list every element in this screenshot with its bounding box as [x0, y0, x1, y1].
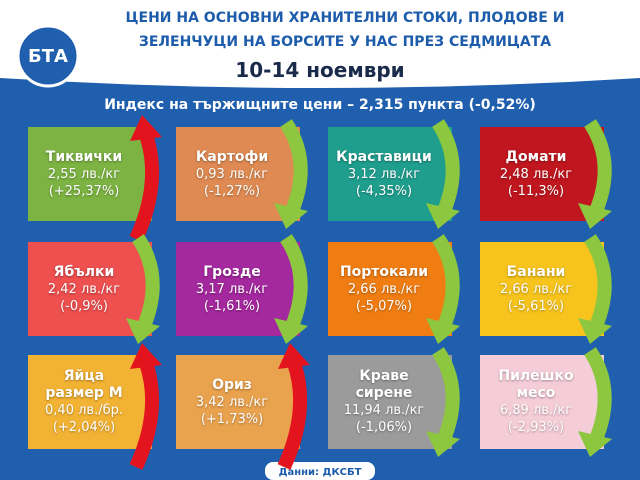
card-change: (+2,04%): [52, 420, 116, 435]
card-name: Грозде: [203, 263, 261, 280]
title: ЦЕНИ НА ОСНОВНИ ХРАНИТЕЛНИ СТОКИ, ПЛОДОВ…: [126, 10, 565, 26]
card-name: Краве сирене: [355, 368, 413, 401]
card-change: (-5,61%): [507, 298, 565, 314]
trend-arrow-head: [130, 115, 162, 141]
card-change: (-5,07%): [355, 298, 413, 314]
trend-arrow: [132, 234, 160, 329]
card-name: Тиквички: [45, 148, 123, 165]
trend-arrow: [129, 360, 160, 470]
card-price: 2,42 лв./кг: [47, 281, 121, 297]
title: ЗЕЛЕНЧУЦИ НА БОРСИТЕ У НАС ПРЕЗ СЕДМИЦАТ…: [139, 34, 551, 50]
trend-arrow: [584, 119, 612, 214]
card-change: (-0,9%): [60, 298, 108, 314]
card-price: 0,40 лв./бр.: [45, 403, 123, 418]
date-pill: [225, 54, 415, 86]
card-change: (-11,3%): [507, 183, 565, 199]
date: 10-14 ноември: [235, 58, 404, 82]
card-change: (+25,37%): [48, 183, 120, 199]
trend-arrow-head: [426, 318, 460, 344]
card-name: Портокали: [339, 263, 429, 280]
trend-arrow: [280, 234, 308, 329]
card-name: Ориз: [212, 376, 252, 393]
card-price: 0,93 лв./кг: [195, 166, 269, 182]
header-band: [0, 0, 640, 88]
source: Данни: ДКСБТ: [279, 467, 362, 478]
logo: [16, 24, 80, 88]
card-price: 2,66 лв./кг: [347, 281, 421, 297]
card-name: Ябълки: [53, 263, 115, 280]
trend-arrow: [129, 132, 160, 242]
trend-arrow-head: [426, 431, 460, 457]
trend-arrow-head: [578, 203, 612, 229]
trend-arrow-head: [578, 318, 612, 344]
card-price: 2,55 лв./кг: [47, 166, 121, 182]
price-card: Яйца размер М 0,40 лв./бр. (+2,04%): [28, 355, 152, 449]
card-name: Краставици: [336, 148, 432, 165]
trend-arrow: [280, 119, 308, 214]
source-pill: [265, 462, 375, 480]
price-card: Ориз 3,42 лв./кг (+1,73%): [176, 355, 300, 449]
trend-arrow: [432, 234, 460, 329]
card-change: (-1,27%): [203, 183, 261, 199]
card-name: Банани: [506, 263, 566, 280]
price-card: Грозде 3,17 лв./кг (-1,61%): [176, 242, 300, 336]
trend-arrow-head: [274, 203, 308, 229]
card-change: (-1,06%): [355, 420, 413, 435]
trend-arrow-head: [274, 318, 308, 344]
trend-arrow-head: [126, 318, 160, 344]
trend-arrow: [432, 347, 460, 442]
card-name: Яйца размер М: [45, 368, 123, 401]
logo-text: БТА: [28, 46, 68, 67]
trend-arrow: [277, 360, 308, 470]
card-price: 3,17 лв./кг: [195, 281, 269, 297]
trend-arrow: [584, 234, 612, 329]
card-price: 2,48 лв./кг: [499, 166, 573, 182]
price-card: Тиквички 2,55 лв./кг (+25,37%): [28, 127, 152, 221]
trend-arrow: [432, 119, 460, 214]
card-name: Картофи: [195, 148, 269, 165]
card-change: (-2,93%): [507, 420, 565, 435]
card-price: 6,89 лв./кг: [499, 403, 573, 418]
trend-arrow-head: [278, 343, 310, 369]
trend-arrow: [584, 347, 612, 442]
card-price: 3,12 лв./кг: [347, 166, 421, 182]
trend-arrow-head: [426, 203, 460, 229]
card-price: 3,42 лв./кг: [195, 394, 269, 410]
subtitle: Индекс на тържищните цени – 2,315 пункта…: [104, 97, 536, 113]
card-name: Домати: [505, 148, 567, 165]
card-change: (-1,61%): [203, 298, 261, 314]
card-change: (-4,35%): [355, 183, 413, 199]
trend-arrow-head: [130, 343, 162, 369]
card-price: 2,66 лв./кг: [499, 281, 573, 297]
trend-arrow-head: [578, 431, 612, 457]
card-price: 11,94 лв./кг: [343, 403, 425, 418]
card-change: (+1,73%): [200, 411, 264, 427]
card-name: Пилешко месо: [498, 368, 574, 401]
